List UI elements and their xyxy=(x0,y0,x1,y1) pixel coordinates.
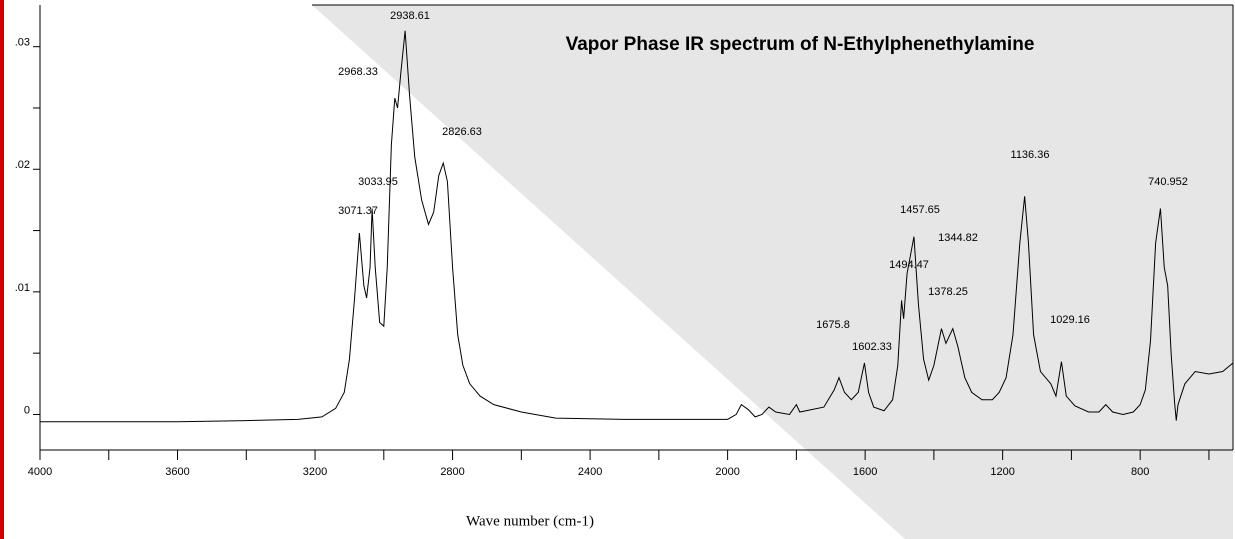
peak-label: 1378.25 xyxy=(928,286,968,298)
x-tick-label: 1600 xyxy=(853,466,877,478)
peak-label: 1136.36 xyxy=(1011,149,1050,161)
peak-label: 2938.61 xyxy=(390,10,430,22)
peak-label: 3033.95 xyxy=(358,176,398,188)
x-tick-label: 1200 xyxy=(990,466,1014,478)
peak-label: 1344.82 xyxy=(938,232,978,244)
background-shade xyxy=(312,5,1233,539)
x-tick-label: 4000 xyxy=(28,466,52,478)
peak-label: 3071.37 xyxy=(338,205,378,217)
peak-label: 1602.33 xyxy=(852,341,892,353)
side-bar xyxy=(0,0,4,539)
y-tick-label: .03 xyxy=(15,37,30,49)
y-tick-label: .02 xyxy=(15,159,30,171)
x-axis-label: Wave number (cm-1) xyxy=(466,513,594,529)
x-tick-label: 3200 xyxy=(303,466,327,478)
x-tick-label: 3600 xyxy=(165,466,189,478)
peak-label: 1029.16 xyxy=(1050,314,1090,326)
peak-label: 2968.33 xyxy=(338,66,378,78)
y-tick-label: 0 xyxy=(24,404,30,416)
x-tick-label: 800 xyxy=(1131,466,1149,478)
peak-label: 1494.47 xyxy=(889,259,929,271)
peak-label: 1457.65 xyxy=(900,204,940,216)
peak-label: 1675.8 xyxy=(816,319,850,331)
chart-title: Vapor Phase IR spectrum of N-Ethylphenet… xyxy=(566,34,1035,55)
peak-label: 2826.63 xyxy=(442,126,482,138)
x-tick-label: 2400 xyxy=(578,466,602,478)
x-tick-label: 2000 xyxy=(715,466,739,478)
spectrum-line xyxy=(40,30,1234,423)
peak-label: 740.952 xyxy=(1148,176,1188,188)
y-tick-label: .01 xyxy=(15,282,30,294)
x-tick-label: 2800 xyxy=(440,466,464,478)
